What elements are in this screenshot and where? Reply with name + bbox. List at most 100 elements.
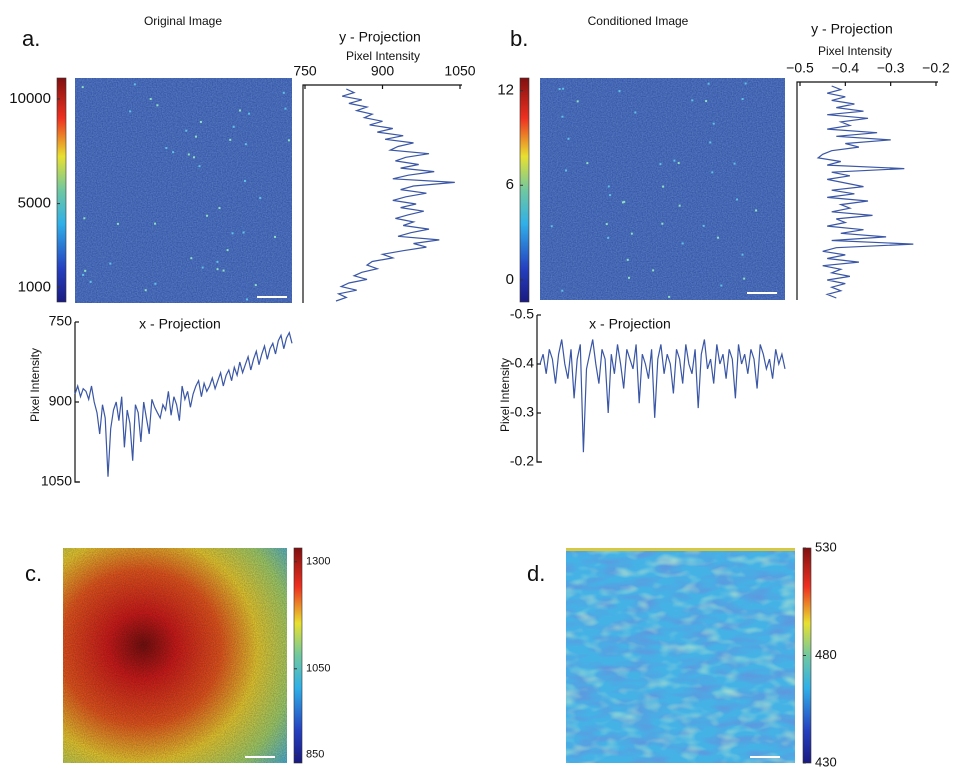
panel-label: b. — [510, 26, 528, 51]
projection-line — [335, 88, 455, 302]
speckle — [192, 156, 195, 159]
colorbar-tick-label: 0 — [506, 271, 514, 288]
speckle — [691, 99, 694, 102]
speckle — [284, 107, 287, 110]
projection-title: y - Projection — [811, 21, 893, 37]
speckle — [190, 257, 193, 260]
speckle — [116, 222, 119, 225]
image-top-row — [566, 548, 795, 551]
speckle — [199, 120, 202, 123]
speckle — [216, 260, 219, 263]
speckle — [222, 269, 225, 272]
panel-label: c. — [25, 561, 42, 586]
colorbar-tick-label: 850 — [306, 748, 324, 760]
speckle — [83, 217, 86, 220]
speckle — [607, 236, 610, 239]
speckle — [720, 284, 723, 287]
x-tick-label: 750 — [293, 63, 317, 79]
colorbar-tick-label: 1050 — [306, 663, 330, 675]
axis — [796, 81, 938, 300]
speckle — [259, 196, 262, 199]
speckle — [254, 284, 257, 287]
speckle — [232, 125, 235, 128]
speckle — [218, 207, 221, 210]
colorbar-tick-label: 530 — [815, 539, 837, 554]
image-noise — [540, 78, 785, 300]
colorbar-tick-label: 1300 — [306, 556, 330, 568]
speckle — [239, 109, 242, 112]
speckle — [712, 122, 715, 125]
speckle — [216, 268, 219, 271]
axis — [302, 84, 462, 303]
speckle — [133, 83, 136, 86]
speckle — [195, 135, 198, 138]
image-title: Conditioned Image — [588, 14, 689, 28]
speckle — [741, 98, 744, 101]
speckle — [82, 273, 85, 276]
speckle — [711, 171, 714, 174]
speckle — [668, 295, 671, 298]
speckle — [144, 289, 147, 292]
speckle — [618, 90, 621, 93]
speckle — [81, 86, 84, 89]
colorbar-tick-label: 6 — [506, 176, 514, 193]
x-axis-label: Pixel Intensity — [818, 44, 892, 58]
speckle — [187, 153, 190, 156]
colorbar-tick-label: 5000 — [18, 195, 51, 212]
speckle — [634, 111, 637, 114]
image-green — [566, 548, 795, 763]
x-tick-label: −0.3 — [877, 60, 905, 76]
speckle — [282, 91, 285, 94]
speckle — [755, 209, 758, 212]
speckle — [109, 262, 112, 265]
axis — [536, 315, 542, 463]
panel-label: a. — [22, 26, 40, 51]
panel-label: d. — [527, 561, 545, 586]
speckle — [652, 269, 655, 272]
speckle — [607, 185, 610, 188]
speckle — [605, 223, 608, 226]
speckle — [659, 163, 662, 166]
y-tick-label: -0.3 — [510, 404, 534, 420]
speckle — [678, 204, 681, 207]
x-axis-label: Pixel Intensity — [346, 49, 420, 63]
speckle — [621, 201, 624, 204]
speckle — [717, 236, 720, 239]
colorbar-tick-label: 10000 — [9, 90, 51, 107]
speckle — [677, 162, 680, 165]
x-tick-label: 900 — [371, 63, 395, 79]
speckle — [702, 224, 705, 227]
colorbar-tick-label: 1000 — [18, 278, 51, 295]
projection-title: x - Projection — [589, 316, 671, 332]
speckle — [743, 277, 746, 280]
image-title: Original Image — [144, 14, 222, 28]
x-tick-label: −0.4 — [832, 60, 860, 76]
speckle — [744, 82, 747, 85]
projection-title: x - Projection — [139, 316, 221, 332]
speckle — [630, 232, 633, 235]
x-tick-label: 1050 — [444, 63, 475, 79]
speckle — [248, 112, 251, 115]
speckle — [129, 110, 132, 113]
panels: a. Original Image 1000 5000 10000 y - Project… — [9, 14, 950, 769]
speckle — [681, 242, 684, 245]
colorbar-tick-label: 430 — [815, 754, 837, 769]
speckle — [198, 165, 201, 168]
speckle — [623, 200, 626, 203]
speckle — [226, 249, 229, 252]
y-axis-label: Pixel Intensity — [28, 348, 42, 422]
speckle — [156, 104, 159, 107]
projection-title: y - Projection — [339, 29, 421, 45]
speckle — [231, 232, 234, 235]
image-noise — [63, 548, 287, 763]
speckle — [562, 87, 565, 90]
speckle — [149, 97, 152, 100]
projection-line — [74, 331, 293, 477]
speckle — [185, 129, 188, 132]
y-tick-label: -0.2 — [510, 453, 534, 469]
speckle — [550, 225, 553, 228]
speckle — [561, 289, 564, 292]
speckle — [567, 137, 570, 140]
speckle — [626, 258, 629, 261]
speckle — [287, 139, 290, 142]
